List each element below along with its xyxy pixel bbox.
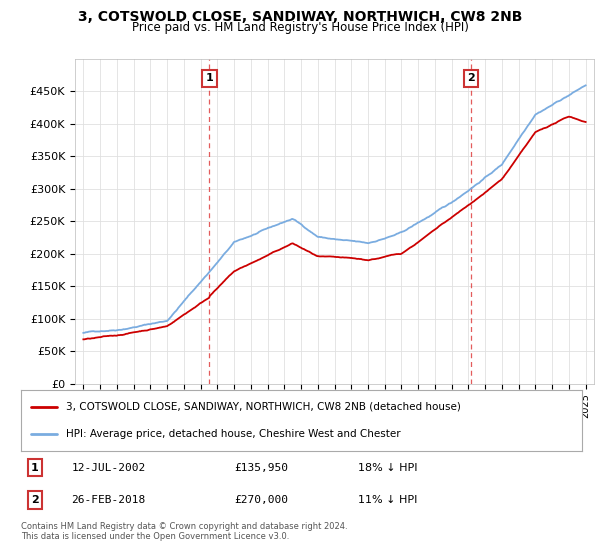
Text: Contains HM Land Registry data © Crown copyright and database right 2024.
This d: Contains HM Land Registry data © Crown c… <box>21 522 347 542</box>
Text: 3, COTSWOLD CLOSE, SANDIWAY, NORTHWICH, CW8 2NB (detached house): 3, COTSWOLD CLOSE, SANDIWAY, NORTHWICH, … <box>66 402 461 412</box>
Text: 3, COTSWOLD CLOSE, SANDIWAY, NORTHWICH, CW8 2NB: 3, COTSWOLD CLOSE, SANDIWAY, NORTHWICH, … <box>78 10 522 24</box>
Text: 18% ↓ HPI: 18% ↓ HPI <box>358 463 417 473</box>
Text: 12-JUL-2002: 12-JUL-2002 <box>71 463 146 473</box>
Text: Price paid vs. HM Land Registry's House Price Index (HPI): Price paid vs. HM Land Registry's House … <box>131 21 469 34</box>
Text: £270,000: £270,000 <box>234 495 288 505</box>
Text: HPI: Average price, detached house, Cheshire West and Chester: HPI: Average price, detached house, Ches… <box>66 430 401 440</box>
Text: 26-FEB-2018: 26-FEB-2018 <box>71 495 146 505</box>
Text: 2: 2 <box>31 495 39 505</box>
Text: £135,950: £135,950 <box>234 463 288 473</box>
Text: 1: 1 <box>31 463 39 473</box>
Text: 11% ↓ HPI: 11% ↓ HPI <box>358 495 417 505</box>
Text: 1: 1 <box>206 73 214 83</box>
Text: 2: 2 <box>467 73 475 83</box>
